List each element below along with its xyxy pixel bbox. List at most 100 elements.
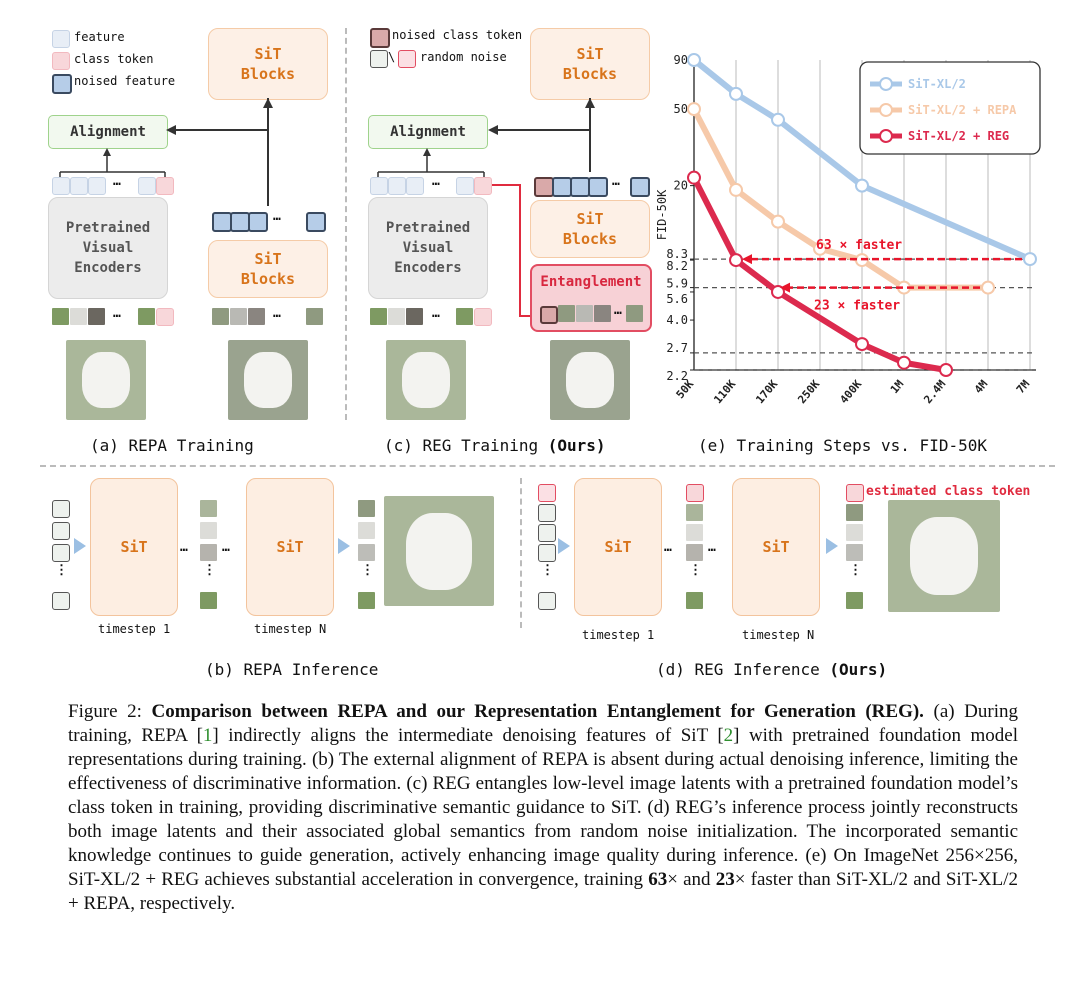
noised-class-token-swatch (370, 28, 390, 48)
data-point (855, 337, 869, 352)
y-tick-label: 5.6 (666, 292, 688, 306)
noised-feature-token (570, 177, 590, 197)
feature-token (388, 177, 406, 195)
random-noise-swatch (370, 50, 388, 68)
speedup-23: 23 (715, 869, 735, 890)
output-patch (846, 592, 863, 609)
x-tick-label: 1M (888, 377, 907, 396)
noised-feature-token (630, 177, 650, 197)
legend-random-noise-label: random noise (420, 50, 507, 64)
ellipsis: … (614, 303, 622, 318)
vdots: ⋮ (689, 563, 702, 578)
feature-token (456, 177, 474, 195)
image-patch (388, 308, 405, 325)
caption-e: (e) Training Steps vs. FID-50K (698, 436, 987, 455)
backslash-text: \ (388, 50, 396, 64)
data-point (771, 284, 785, 299)
ellipsis: … (273, 306, 281, 321)
generated-dog-image (888, 500, 1000, 612)
noise-token (52, 522, 70, 540)
caption-a: (a) REPA Training (90, 436, 254, 455)
data-point (813, 241, 827, 256)
latent-patch (200, 500, 217, 517)
caption-d-bold: (Ours) (829, 660, 888, 679)
divider (520, 478, 522, 628)
sit-block-d1: SiT (574, 478, 662, 616)
noised-class-token (534, 177, 554, 197)
output-patch (358, 522, 375, 539)
data-point (729, 86, 743, 101)
sit-blocks-top-a: SiT Blocks (208, 28, 328, 100)
y-tick-label: 5.9 (666, 277, 688, 291)
data-point (897, 355, 911, 370)
citation-link[interactable]: 1 (202, 725, 213, 746)
fid-chart: 50K 110K 170K 250K 400K 1M 2.4M 4M 7M9050208.38.… (655, 53, 1041, 406)
flow-arrow (74, 538, 86, 554)
ellipsis: … (432, 174, 440, 189)
latent-patch (200, 522, 217, 539)
x-tick-label: 2.4M (921, 377, 948, 406)
noise-class-token (538, 484, 556, 502)
series-line (691, 176, 947, 373)
y-tick-label: 2.2 (666, 369, 688, 383)
y-tick-label: 8.3 (666, 247, 688, 261)
x-tick-label: 4M (972, 377, 991, 396)
estimated-class-token (846, 484, 864, 502)
feature-token (370, 177, 388, 195)
alignment-box-c: Alignment (368, 115, 488, 149)
y-tick-label: 20 (674, 179, 688, 193)
legend-class-token-label: class token (74, 52, 154, 66)
figure-label: Figure 2: (68, 701, 152, 722)
pretrained-encoders-c: Pretrained Visual Encoders (368, 197, 488, 299)
flow-arrow (558, 538, 570, 554)
noised-feature-token (306, 212, 326, 232)
sit-blocks-bottom-c: SiT Blocks (530, 200, 650, 258)
data-point (687, 53, 701, 67)
data-point (729, 182, 743, 197)
y-tick-label: 90 (674, 53, 688, 67)
latent-patch (686, 592, 703, 609)
noised-patch (626, 305, 643, 322)
caption-d: (d) REG Inference (Ours) (656, 660, 887, 679)
caption-sentence: (a) During training, REPA [ (68, 701, 1018, 746)
y-axis-label: FID-50K (655, 189, 669, 240)
latent-patch (200, 544, 217, 561)
x-tick-label: 170K (753, 377, 780, 406)
citation-link[interactable]: 2 (723, 725, 734, 746)
entanglement-label: Entanglement (540, 274, 642, 290)
data-point (1023, 252, 1037, 267)
output-patch (846, 544, 863, 561)
caption-c: (c) REG Training (Ours) (384, 436, 606, 455)
noise-token (538, 524, 556, 542)
random-noise-red-swatch (398, 50, 416, 68)
figure-caption: Figure 2: Comparison between REPA and ou… (68, 700, 1018, 916)
caption-c-text: (c) REG Training (384, 436, 548, 455)
caption-sentence: × faster than SiT-XL/2 and SiT-XL/2 + RE… (68, 869, 1018, 914)
noised-patch (558, 305, 575, 322)
caption-sentence: × and (667, 869, 716, 890)
x-tick-label: 110K (711, 377, 738, 406)
flow-arrow (338, 538, 350, 554)
noise-token (538, 544, 556, 562)
sit-block-b1: SiT (90, 478, 178, 616)
noised-patch (248, 308, 265, 325)
vdots: ⋮ (541, 563, 554, 578)
latent-patch (686, 504, 703, 521)
image-patch (88, 308, 105, 325)
caption-sentence: ] indirectly aligns the intermediate den… (212, 725, 724, 746)
ellipsis: … (113, 306, 121, 321)
noised-feature-swatch (52, 74, 72, 94)
output-patch (358, 592, 375, 609)
feature-token (70, 177, 88, 195)
figure-title: Comparison between REPA and our Represen… (151, 701, 924, 722)
data-point (729, 253, 743, 268)
image-patch (406, 308, 423, 325)
ellipsis: … (612, 174, 620, 189)
image-patch (52, 308, 69, 325)
speedup-63: 63 (648, 869, 668, 890)
caption-b: (b) REPA Inference (205, 660, 379, 679)
y-tick-label: 8.2 (666, 259, 688, 273)
y-tick-label: 2.7 (666, 341, 688, 355)
vdots: ⋮ (203, 563, 216, 578)
panel-a-arrows (59, 98, 273, 206)
